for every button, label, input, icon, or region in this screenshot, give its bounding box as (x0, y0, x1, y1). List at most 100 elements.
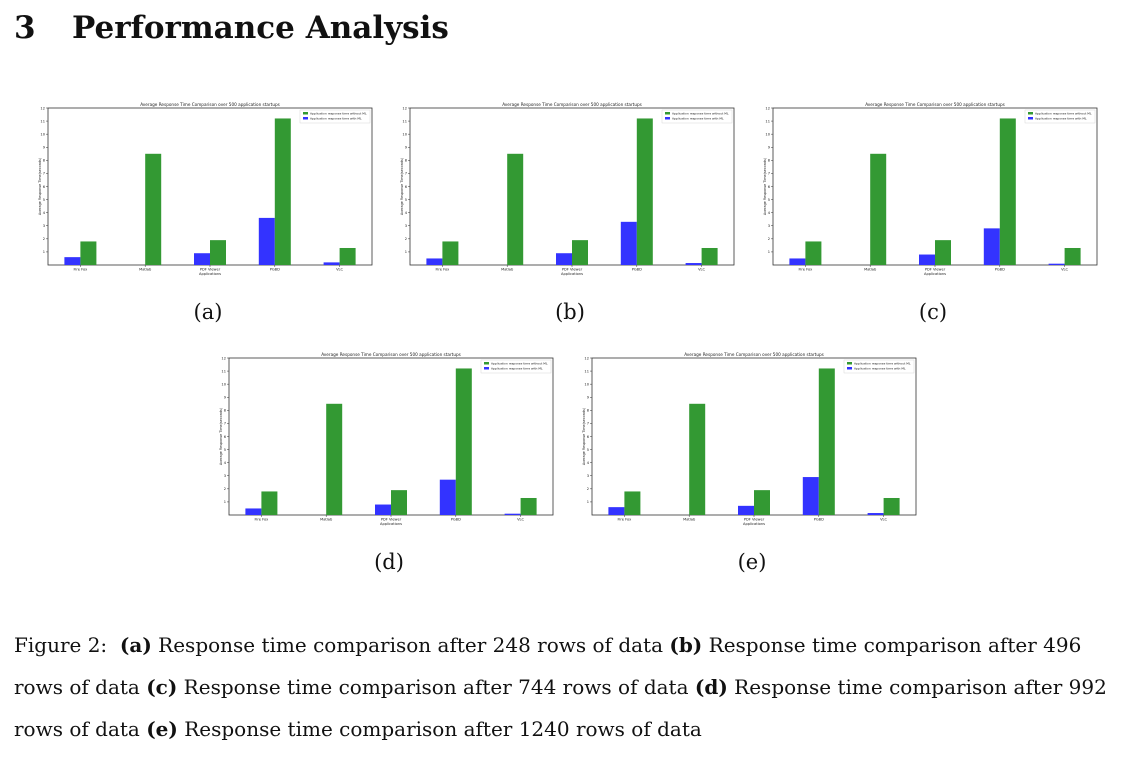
y-tick-label: 12 (765, 106, 770, 110)
bar-without-ml (935, 240, 951, 265)
legend-entry: Application response time with ML (1035, 116, 1087, 120)
y-tick-label: 9 (587, 396, 590, 400)
bar-without-ml (636, 118, 653, 265)
x-tick-label: PDF Viewer (562, 268, 583, 272)
y-tick-label: 7 (43, 172, 45, 176)
legend-entry: Application response time without ML (491, 361, 548, 365)
bar-with-ml (867, 513, 884, 515)
y-tick-label: 5 (587, 448, 589, 452)
y-tick-label: 5 (768, 198, 770, 202)
y-tick-label: 10 (40, 132, 45, 136)
caption-label-d: (d) (694, 675, 728, 699)
y-tick-label: 7 (405, 172, 407, 176)
x-axis-label: Applications (561, 272, 583, 276)
bar-without-ml (339, 247, 356, 265)
bar-without-ml (754, 490, 770, 515)
y-tick-label: 8 (768, 159, 771, 163)
panel-label-b: (b) (555, 300, 585, 324)
chart-legend: Application response time without MLAppl… (843, 359, 915, 374)
bar-with-ml (608, 507, 625, 515)
y-tick-label: 1 (224, 500, 226, 504)
y-tick-label: 2 (768, 237, 770, 241)
bar-chart-d: Average Response Time Comparison over 50… (219, 352, 554, 526)
x-tick-label: Matlab (864, 268, 877, 272)
x-tick-label: VLC (1061, 268, 1068, 272)
legend-swatch (484, 367, 489, 370)
y-tick-label: 4 (43, 211, 46, 215)
chart-legend: Application response time without MLAppl… (299, 109, 371, 124)
bar-with-ml (64, 257, 81, 265)
section-heading: 3 Performance Analysis (14, 10, 449, 47)
y-axis-label: Average Response Time(seconds) (400, 157, 404, 215)
legend-swatch (847, 367, 852, 370)
legend-entry: Application response time with ML (672, 116, 724, 120)
y-tick-label: 12 (584, 356, 589, 360)
x-tick-label: PDF Viewer (200, 268, 221, 272)
bar-with-ml (802, 477, 819, 515)
caption-label-a: (a) (119, 633, 152, 657)
bar-with-ml (620, 221, 637, 265)
bar-without-ml (261, 491, 278, 515)
y-tick-label: 2 (587, 487, 589, 491)
x-tick-label: Matlab (139, 268, 152, 272)
y-tick-label: 6 (768, 185, 771, 189)
y-tick-label: 7 (768, 172, 770, 176)
y-tick-label: 7 (224, 422, 226, 426)
y-tick-label: 3 (224, 474, 226, 478)
legend-swatch (303, 112, 308, 115)
y-tick-label: 7 (587, 422, 589, 426)
x-tick-label: Matlab (683, 518, 696, 522)
legend-box (1024, 109, 1096, 124)
section-number: 3 (14, 10, 36, 46)
figure-panel-e: Average Response Time Comparison over 50… (582, 350, 922, 530)
x-tick-label: PGBD (995, 268, 1005, 272)
y-tick-label: 6 (405, 185, 408, 189)
panel-label-e: (e) (737, 550, 767, 574)
figure-panel-d: Average Response Time Comparison over 50… (219, 350, 559, 530)
bar-without-ml (210, 240, 226, 265)
bar-without-ml (145, 153, 162, 265)
bar-without-ml (689, 403, 706, 515)
bar-without-ml (507, 153, 524, 265)
legend-swatch (303, 117, 308, 120)
y-tick-label: 1 (768, 250, 770, 254)
caption-text-b: Response time comparison after 496 rows … (14, 633, 1082, 699)
figure-caption: Figure 2: (a) Response time comparison a… (14, 624, 1130, 750)
x-tick-label: Fire Fox (436, 268, 451, 272)
caption-label-e: (e) (146, 717, 178, 741)
caption-text-d: Response time comparison after 992 rows … (14, 675, 1107, 741)
y-tick-label: 11 (40, 119, 45, 123)
y-tick-label: 4 (224, 461, 227, 465)
x-tick-label: PGBD (814, 518, 824, 522)
chart-title: Average Response Time Comparison over 50… (684, 352, 824, 357)
y-tick-label: 1 (587, 500, 589, 504)
bar-without-ml (274, 118, 291, 265)
x-tick-label: PDF Viewer (744, 518, 765, 522)
y-tick-label: 10 (402, 132, 407, 136)
legend-box (843, 359, 915, 374)
bar-with-ml (685, 263, 702, 265)
y-tick-label: 9 (43, 146, 46, 150)
figure-panel-c: Average Response Time Comparison over 50… (763, 100, 1103, 280)
y-tick-label: 9 (224, 396, 227, 400)
figure-panel-b: Average Response Time Comparison over 50… (400, 100, 740, 280)
bar-without-ml (80, 241, 97, 265)
x-tick-label: Matlab (501, 268, 514, 272)
bar-without-ml (701, 247, 718, 265)
y-tick-label: 10 (765, 132, 770, 136)
legend-box (299, 109, 371, 124)
x-tick-label: PDF Viewer (925, 268, 946, 272)
bar-without-ml (455, 368, 472, 515)
y-axis-label: Average Response Time(seconds) (763, 157, 767, 215)
y-tick-label: 2 (224, 487, 226, 491)
bar-without-ml (624, 491, 641, 515)
chart-legend: Application response time without MLAppl… (661, 109, 733, 124)
y-axis-label: Average Response Time(seconds) (582, 407, 586, 465)
y-tick-label: 3 (587, 474, 589, 478)
chart-legend: Application response time without MLAppl… (1024, 109, 1096, 124)
chart-title: Average Response Time Comparison over 50… (321, 352, 461, 357)
y-tick-label: 4 (587, 461, 590, 465)
caption-text-a: Response time comparison after 248 rows … (158, 633, 663, 657)
y-tick-label: 11 (221, 369, 226, 373)
panel-label-a: (a) (193, 300, 223, 324)
